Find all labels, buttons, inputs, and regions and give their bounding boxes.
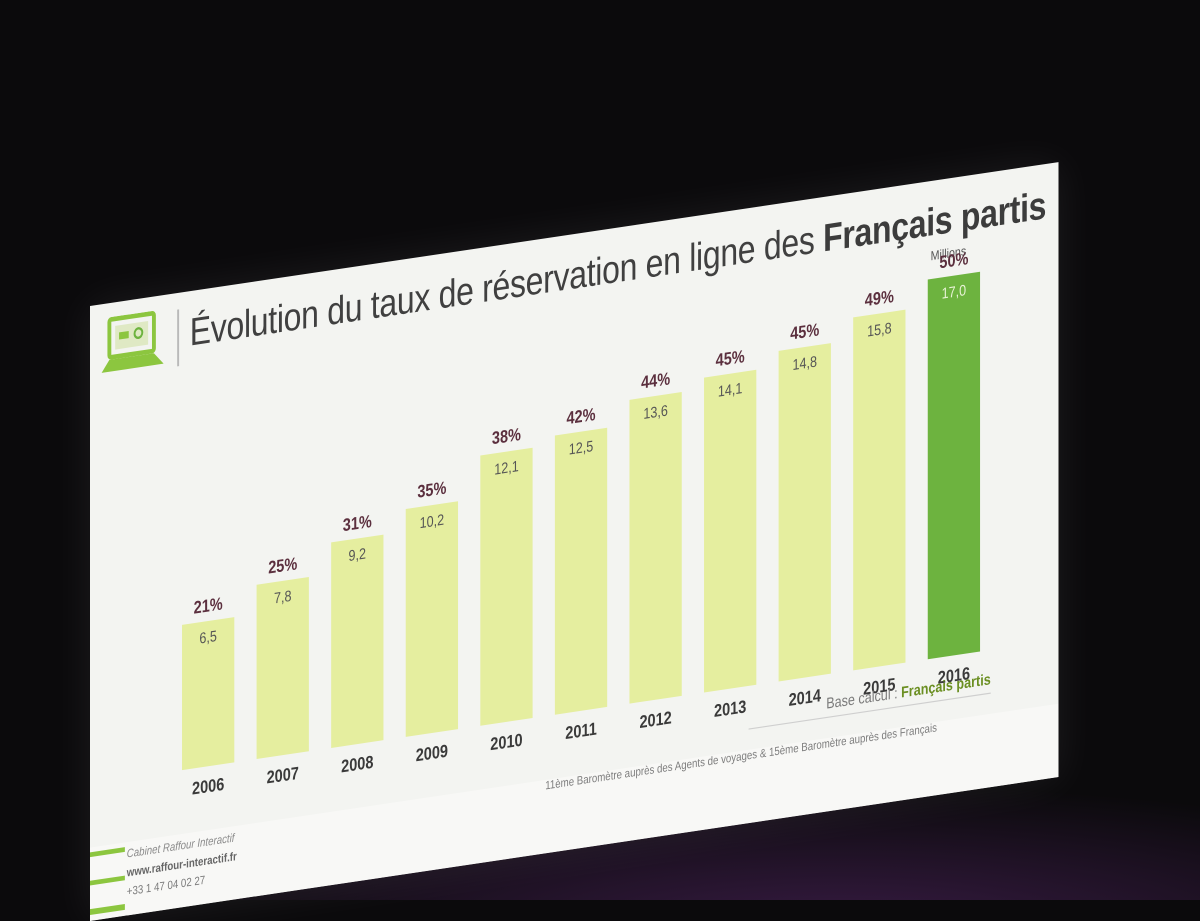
presentation-scene: Évolution du taux de réservation en lign…: [0, 162, 1200, 921]
bar-value-label: 12,1: [494, 457, 519, 478]
percent-label: 35%: [417, 478, 447, 502]
bar-value-label: 10,2: [420, 510, 445, 531]
percent-label: 38%: [492, 425, 522, 449]
percent-label: 21%: [194, 594, 224, 618]
bar-2015: [853, 309, 906, 671]
bar-2007: [256, 577, 309, 760]
percent-label: 44%: [641, 369, 671, 393]
year-tick-label: 2006: [192, 775, 224, 799]
bar-value-label: 9,2: [349, 544, 367, 564]
year-tick-label: 2014: [789, 686, 821, 710]
percent-label: 50%: [939, 249, 969, 273]
bar-value-label: 14,8: [793, 352, 818, 373]
year-tick-label: 2008: [341, 752, 373, 776]
bar-value-label: 15,8: [867, 319, 892, 340]
percent-label: 25%: [268, 554, 298, 578]
bar-2011: [554, 427, 608, 715]
bar-2016: [927, 271, 981, 660]
percent-label: 45%: [790, 320, 820, 344]
year-tick-label: 2009: [416, 741, 448, 765]
bar-value-label: 12,5: [569, 437, 594, 458]
bar-2010: [480, 447, 533, 726]
bar-chart: 6,5 21% 2006 7,8 25% 2007 9,2 31% 2008 10,2 35% 200…: [182, 249, 981, 799]
projected-slide: Évolution du taux de réservation en lign…: [90, 162, 1059, 921]
bar-value-label: 14,1: [718, 379, 743, 400]
percent-label: 45%: [716, 347, 746, 371]
bar-2006: [182, 617, 235, 771]
percent-label: 31%: [343, 512, 373, 536]
bar-value-label: 17,0: [942, 281, 967, 302]
bar-value-label: 7,8: [274, 587, 292, 607]
year-tick-label: 2011: [565, 719, 596, 743]
bar-2009: [405, 501, 459, 737]
bar-2014: [778, 343, 831, 682]
year-tick-label: 2012: [639, 708, 671, 732]
bar-value-label: 6,5: [199, 627, 217, 647]
year-tick-label: 2007: [267, 764, 299, 788]
bar-2012: [629, 392, 682, 704]
bar-value-label: 13,6: [643, 401, 668, 422]
bar-2008: [331, 534, 384, 748]
percent-label: 49%: [865, 287, 895, 311]
bar-2013: [704, 369, 757, 693]
laptop-logo-icon: [100, 309, 166, 378]
year-tick-label: 2013: [714, 697, 746, 721]
year-tick-label: 2010: [490, 730, 522, 754]
percent-label: 42%: [567, 405, 597, 429]
year-tick-label: 2016: [938, 664, 970, 688]
year-tick-label: 2015: [863, 675, 895, 699]
